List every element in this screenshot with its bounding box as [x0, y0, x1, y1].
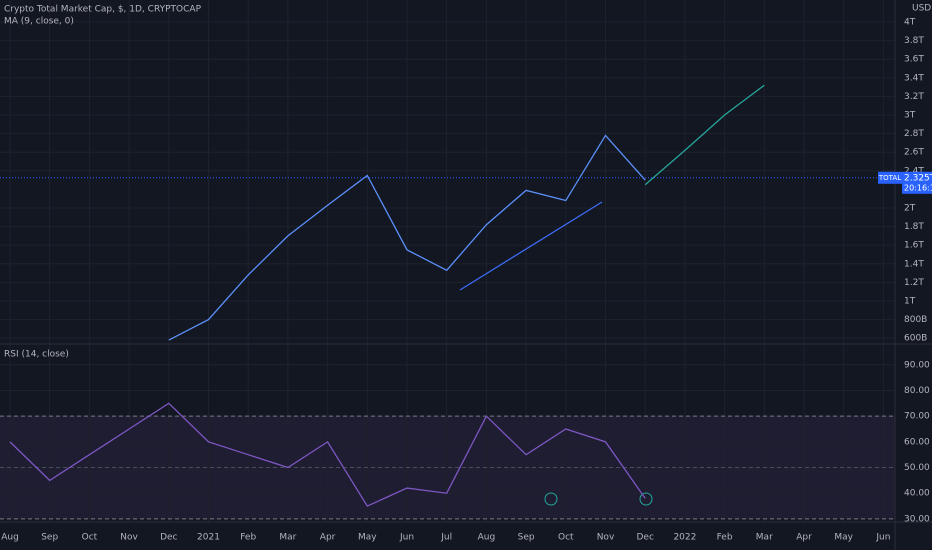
x-tick-label: Apr — [796, 533, 812, 543]
x-tick-label: Sep — [41, 533, 58, 543]
y-tick-label: 3.4T — [904, 73, 924, 83]
y-tick-label: 80.00 — [904, 386, 930, 396]
x-tick-label: Feb — [240, 533, 256, 543]
rsi-title: RSI (14, close) — [4, 350, 69, 360]
y-tick-label: 1.2T — [904, 278, 924, 288]
series-line — [9, 402, 646, 507]
y-tick-label: 1.4T — [904, 259, 924, 269]
currency-label: USD — [912, 4, 931, 14]
x-tick-label: Apr — [320, 533, 336, 543]
y-tick-label: 90.00 — [904, 360, 930, 370]
price-tag — [902, 171, 932, 194]
x-tick-label: Mar — [756, 533, 773, 543]
x-tick-label: Nov — [120, 533, 138, 543]
x-tick-label: Jun — [399, 533, 414, 543]
y-tick-label: 3T — [904, 111, 916, 121]
indicator-label: MA (9, close, 0) — [4, 17, 74, 27]
y-tick-label: 2.6T — [904, 148, 924, 158]
symbol-tag — [878, 171, 902, 184]
y-tick-label: 2.4T — [904, 166, 924, 176]
x-tick-label: Dec — [160, 533, 177, 543]
rsi-circle — [544, 492, 558, 506]
y-tick-label: 60.00 — [904, 437, 930, 447]
countdown-label: 20:16:12 — [904, 183, 932, 192]
x-tick-label: May — [358, 533, 377, 543]
y-tick-label: 30.00 — [904, 514, 930, 524]
y-tick-label: 2.8T — [904, 129, 924, 139]
trend-line — [459, 201, 603, 291]
y-tick-label: 3.8T — [904, 36, 924, 46]
x-tick-label: Jun — [875, 533, 890, 543]
x-tick-label: Mar — [279, 533, 296, 543]
x-tick-label: Nov — [597, 533, 615, 543]
y-tick-label: 3.6T — [904, 55, 924, 65]
x-tick-label: Oct — [558, 533, 574, 543]
series-line — [168, 134, 646, 341]
x-tick-label: May — [834, 533, 853, 543]
chart-title: Crypto Total Market Cap, $, 1D, CRYPTOCA… — [4, 5, 202, 15]
y-tick-label: 50.00 — [904, 463, 930, 473]
y-tick-label: 600B — [904, 334, 927, 344]
y-tick-label: 1T — [904, 296, 916, 306]
y-tick-label: 800B — [904, 315, 927, 325]
x-tick-label: Feb — [717, 533, 733, 543]
y-tick-label: 40.00 — [904, 489, 930, 499]
x-tick-label: Sep — [518, 533, 535, 543]
series-line — [644, 84, 765, 186]
x-tick-label: 2022 — [673, 533, 696, 543]
y-tick-label: 70.00 — [904, 412, 930, 422]
x-tick-label: Aug — [1, 533, 19, 543]
x-tick-label: Dec — [636, 533, 653, 543]
price-label: 2.325T — [904, 173, 932, 183]
x-tick-label: 2021 — [197, 533, 220, 543]
y-tick-label: 2T — [904, 203, 916, 213]
y-tick-label: 1.8T — [904, 222, 924, 232]
x-tick-label: Oct — [82, 533, 98, 543]
rsi-circle — [639, 492, 653, 506]
y-tick-label: 3.2T — [904, 92, 924, 102]
y-tick-label: 4T — [904, 18, 916, 28]
x-tick-label: Aug — [478, 533, 496, 543]
y-tick-label: 1.6T — [904, 241, 924, 251]
x-tick-label: Jul — [440, 533, 452, 543]
symbol-label: TOTAL — [878, 174, 901, 182]
